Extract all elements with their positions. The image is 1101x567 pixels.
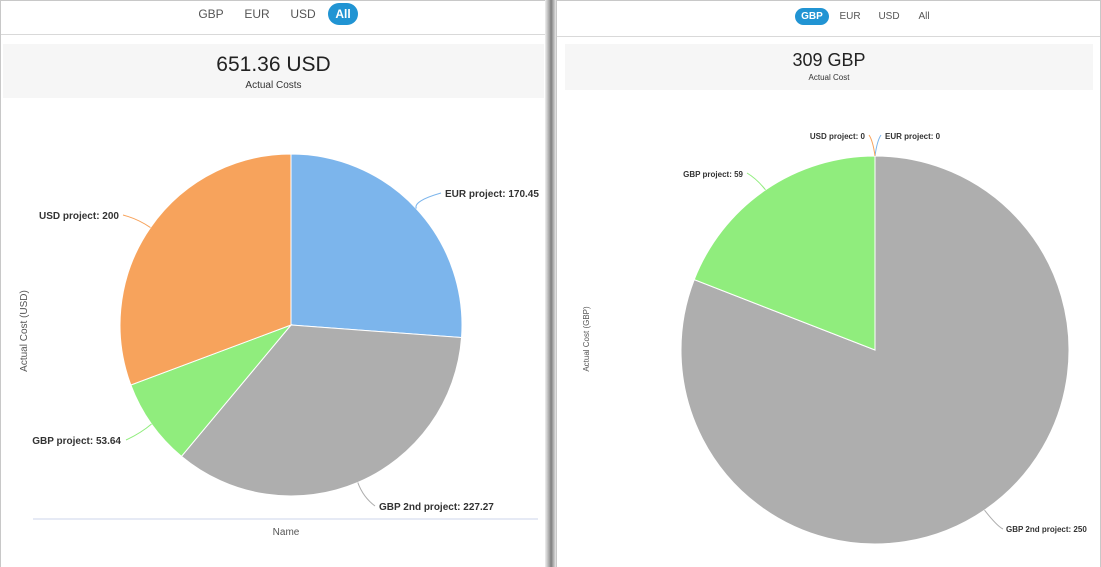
tab-eur[interactable]: EUR [839, 11, 861, 22]
total-label: Actual Costs [245, 80, 302, 91]
total-label: Actual Cost [808, 73, 850, 82]
pie-slice-gbp-2nd-project[interactable] [180, 324, 463, 497]
data-label-gbp-project: GBP project: 59 [683, 170, 743, 179]
label-connector-gbp-project [125, 423, 152, 441]
data-label-gbp-2nd-project: GBP 2nd project: 227.27 [379, 502, 494, 513]
pie-slice-usd-project[interactable] [119, 153, 292, 386]
tab-gbp[interactable]: GBP [198, 7, 224, 21]
pie-slice-gbp-2nd-project[interactable] [680, 155, 1070, 545]
pie-slice-gbp-project[interactable] [693, 155, 876, 351]
panel-divider [545, 0, 556, 567]
tab-usd[interactable]: USD [878, 11, 900, 22]
pie-slice-gbp-project[interactable] [130, 323, 293, 458]
label-connector-gbp-2nd-project [984, 509, 1004, 530]
label-connector-usd-project [868, 134, 876, 157]
data-label-gbp-project: GBP project: 53.64 [32, 436, 121, 447]
data-label-eur-project: EUR project: 170.45 [445, 189, 539, 200]
right-chart-panel: GBP EUR USD All 309 GBP Actual Cost EUR … [556, 0, 1101, 567]
label-connector-gbp-2nd-project [357, 482, 376, 507]
tab-all[interactable]: All [328, 3, 358, 25]
y-axis-title: Actual Cost (USD) [19, 290, 30, 372]
tab-gbp[interactable]: GBP [795, 8, 829, 25]
pie-slice-eur-project[interactable] [290, 153, 463, 339]
total-summary: 309 GBP Actual Cost [565, 44, 1093, 90]
label-connector-eur-project [874, 134, 882, 157]
data-label-usd-project: USD project: 0 [810, 132, 866, 141]
label-connector-usd-project [122, 214, 151, 228]
label-connector-eur-project [415, 192, 442, 209]
left-chart-panel: GBP EUR USD All 651.36 USD Actual Costs … [0, 0, 547, 567]
tab-eur[interactable]: EUR [244, 7, 270, 21]
data-label-eur-project: EUR project: 0 [885, 132, 941, 141]
label-connector-gbp-project [746, 172, 766, 191]
data-label-usd-project: USD project: 200 [39, 211, 119, 222]
x-axis-title: Name [273, 527, 300, 538]
total-value: 651.36 USD [216, 53, 331, 76]
tab-usd[interactable]: USD [290, 7, 316, 21]
total-summary: 651.36 USD Actual Costs [3, 44, 544, 98]
pie-chart-gbp: EUR project: 0 GBP 2nd project: 250 GBP pr… [582, 132, 1087, 545]
total-value: 309 GBP [792, 50, 866, 70]
currency-tab-bar: GBP EUR USD All [1, 1, 547, 35]
currency-tab-bar: GBP EUR USD All [557, 1, 1100, 37]
y-axis-title: Actual Cost (GBP) [582, 306, 591, 372]
data-label-gbp-2nd-project: GBP 2nd project: 250 [1006, 525, 1087, 534]
tab-all[interactable]: All [918, 11, 930, 22]
pie-chart-usd: EUR project: 170.45 GBP 2nd project: 227.… [19, 153, 539, 538]
